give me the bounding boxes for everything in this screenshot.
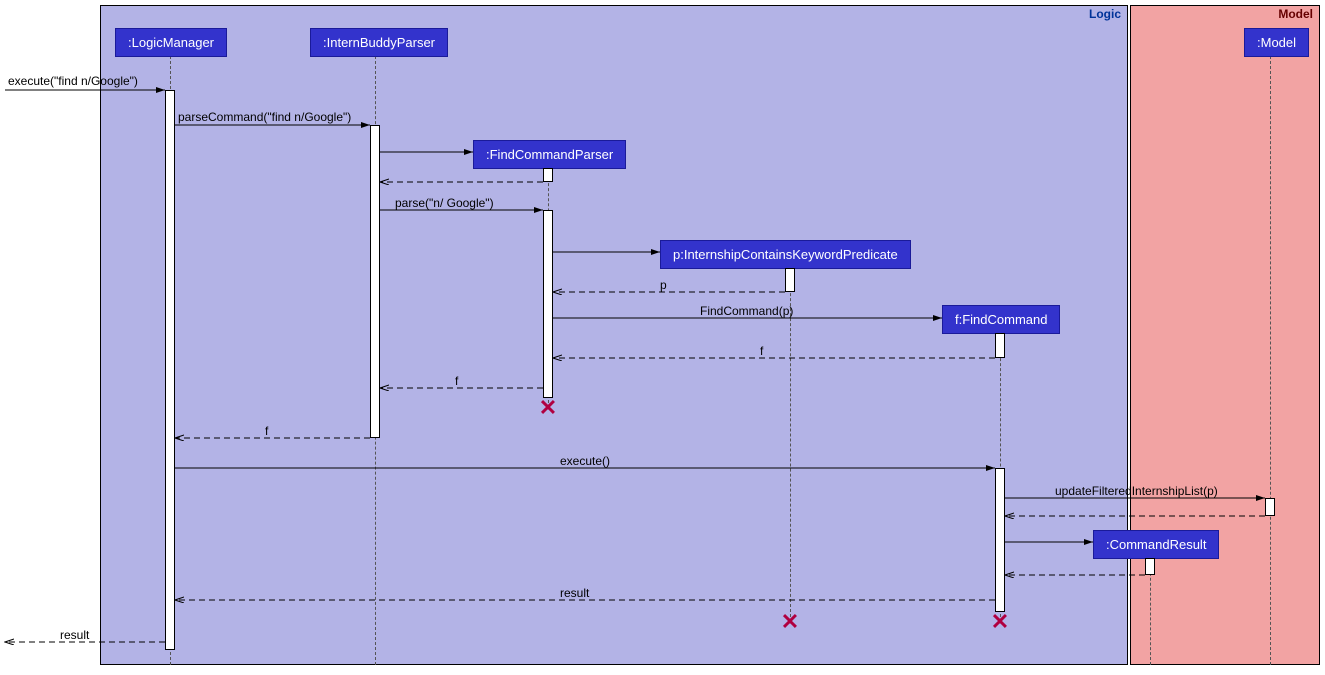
frame-model-label: Model [1272,6,1319,22]
activation [785,268,795,292]
msg-return-f-1: f [760,344,763,358]
activation [995,468,1005,612]
activation [543,168,553,182]
lifeline-predicate [790,268,791,622]
msg-parse: parse("n/ Google") [395,196,494,210]
frame-model: Model [1130,5,1320,665]
msg-return-f-3: f [265,424,268,438]
participant-intern-buddy-parser: :InternBuddyParser [310,28,448,57]
participant-predicate: p:InternshipContainsKeywordPredicate [660,240,911,269]
participant-command-result: :CommandResult [1093,530,1219,559]
msg-find-command-ctor: FindCommand(p) [700,304,793,318]
participant-find-command-parser: :FindCommandParser [473,140,626,169]
msg-return-result-2: result [60,628,89,642]
activation [370,125,380,438]
destroy-icon: ✕ [991,609,1009,635]
destroy-icon: ✕ [781,609,799,635]
msg-update-filtered: updateFilteredInternshipList(p) [1055,484,1218,498]
activation [165,90,175,650]
msg-return-p: p [660,278,667,292]
msg-parse-command: parseCommand("find n/Google") [178,110,351,124]
activation [543,210,553,398]
activation [1265,498,1275,516]
lifeline-model [1270,56,1271,665]
participant-find-command: f:FindCommand [942,305,1060,334]
destroy-icon: ✕ [539,395,557,421]
msg-return-f-2: f [455,374,458,388]
activation [1145,558,1155,575]
participant-logic-manager: :LogicManager [115,28,227,57]
msg-execute-find: execute("find n/Google") [8,74,138,88]
msg-execute: execute() [560,454,610,468]
frame-logic: Logic [100,5,1128,665]
frame-logic-label: Logic [1083,6,1127,22]
participant-model: :Model [1244,28,1309,57]
msg-return-result-1: result [560,586,589,600]
activation [995,333,1005,358]
